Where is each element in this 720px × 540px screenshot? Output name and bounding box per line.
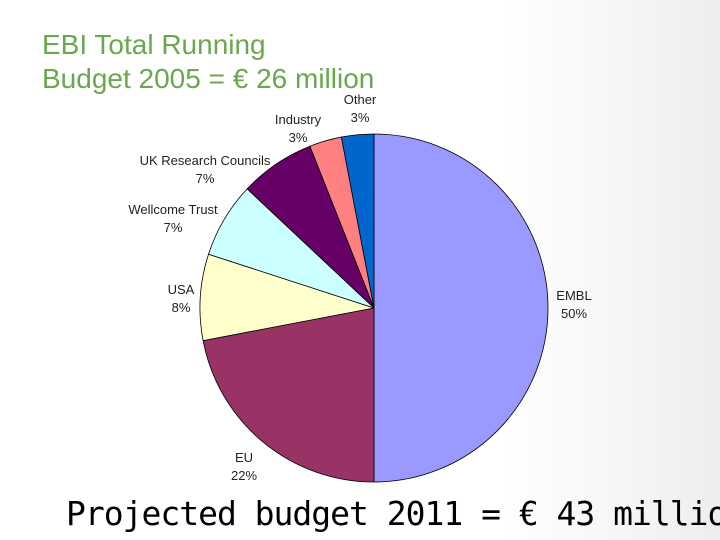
slice-percent-label: 50% [561,306,587,321]
pie-slice-embl [373,133,549,483]
slice-percent-label: 7% [164,220,183,235]
slice-name-label: EU [235,450,253,465]
slice-name-label: USA [168,282,195,297]
title-line-1: EBI Total Running [42,29,266,60]
pie-slice-other [340,133,375,309]
slice-percent-label: 7% [196,171,215,186]
slice-name-label: Wellcome Trust [128,202,218,217]
slide-title: EBI Total Running Budget 2005 = € 26 mil… [42,28,374,96]
title-line-2: Budget 2005 = € 26 million [42,63,375,94]
slice-name-label: Other [344,92,377,107]
pie-slices [199,133,549,483]
slice-name-label: UK Research Councils [140,153,271,168]
slice-percent-label: 22% [231,468,257,483]
pie-labels: EMBL 50% EU 22% USA 8% Wellcome Trust 7% UK Rese… [128,92,591,483]
slice-name-label: EMBL [556,288,591,303]
pie-slice-eu [202,307,375,483]
slice-name-label: Industry [275,112,322,127]
slice-percent-label: 3% [351,110,370,125]
slice-percent-label: 3% [289,130,308,145]
projected-budget-note: Projected budget 2011 = € 43 million [66,494,720,533]
slice-percent-label: 8% [172,300,191,315]
